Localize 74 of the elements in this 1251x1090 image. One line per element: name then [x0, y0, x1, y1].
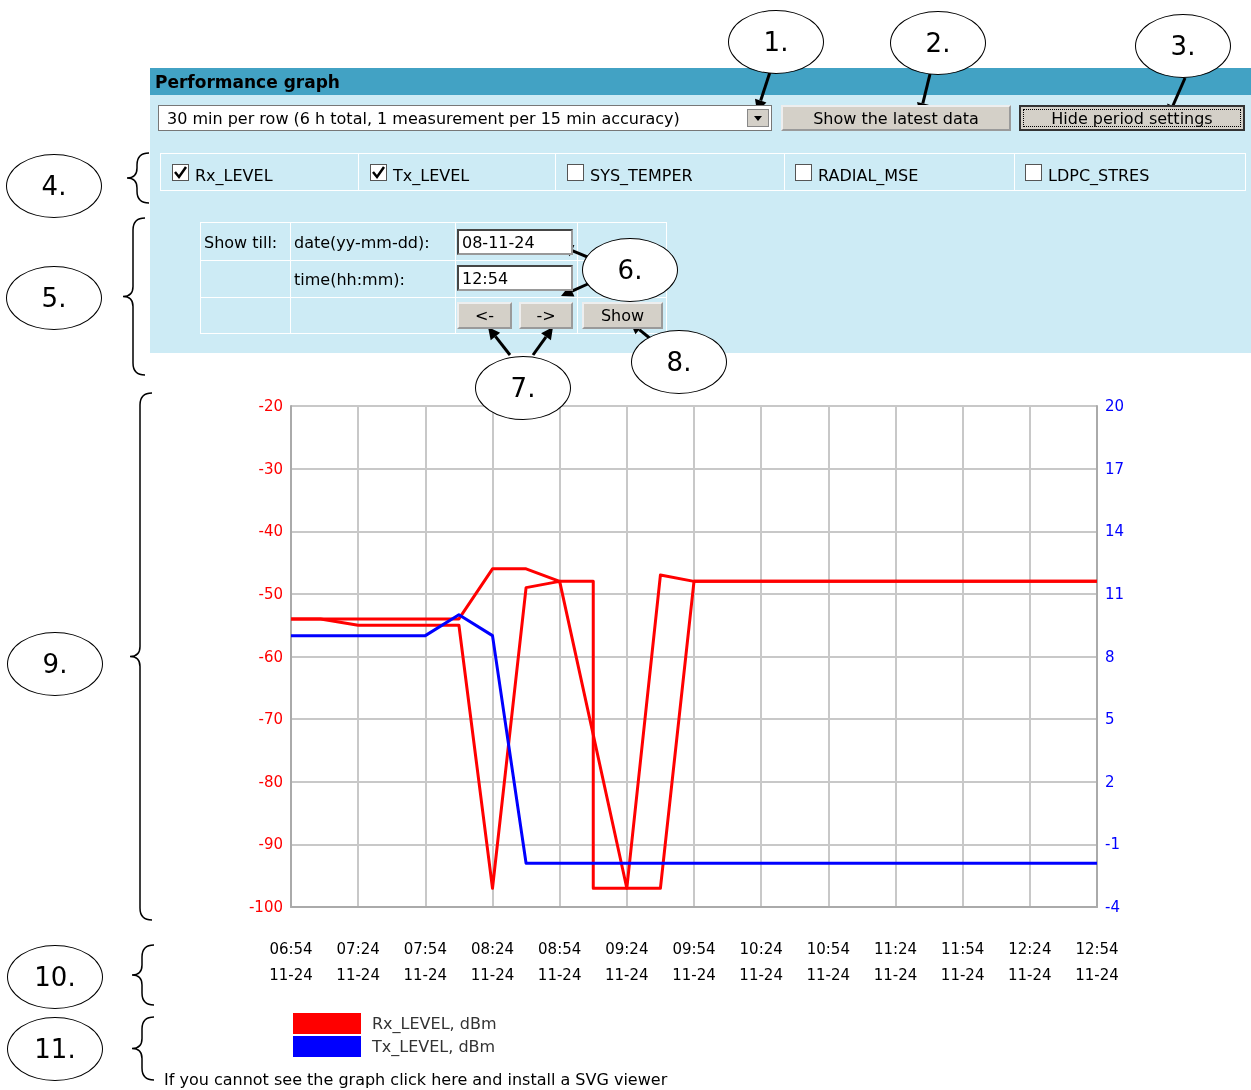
y-tick-label: -60: [258, 647, 283, 666]
numbered-callout: 8.: [631, 330, 727, 394]
text: Tx_LEVEL: [393, 165, 470, 185]
numbered-callout: 4.: [6, 154, 102, 218]
text: 11-24: [672, 965, 716, 984]
numbered-callout: 7.: [475, 356, 571, 420]
text: 11-24: [537, 965, 582, 984]
text: 11-24: [403, 965, 448, 984]
y-tick-label: -100: [248, 898, 283, 916]
x-tick-label: 07:54: [403, 939, 447, 958]
text: 11-24: [940, 965, 985, 984]
text: <-: [457, 302, 512, 329]
numbered-callout: 11.: [7, 1017, 103, 1081]
text: date(yy-mm-dd):: [294, 231, 430, 254]
text: 11-24: [806, 965, 851, 984]
y2-tick-label: 2: [1105, 772, 1115, 791]
text: Hide period settings: [1019, 105, 1245, 131]
y-tick-label: -70: [258, 710, 283, 729]
text: 11-24: [873, 965, 918, 984]
x-tick-label: 08:54: [538, 939, 582, 958]
x-tick-label: 10:54: [806, 939, 850, 958]
text: 11-24: [1008, 965, 1052, 984]
numbered-callout: 5.: [6, 266, 102, 330]
text: 12:54: [457, 265, 573, 291]
y2-tick-label: -1: [1105, 835, 1120, 854]
numbered-callout: 9.: [7, 632, 103, 696]
y2-tick-label: 5: [1105, 710, 1115, 729]
text: 30 min per row (6 h total, 1 measurement per 15 min accuracy): [167, 108, 680, 128]
chart-title: Performance graph: [150, 68, 1251, 95]
text: Show till:: [204, 231, 278, 254]
text: 11-24: [739, 965, 783, 984]
x-tick-label: 11:54: [941, 939, 985, 958]
numbered-callout: 10.: [7, 945, 103, 1009]
text: 11-24: [269, 965, 313, 984]
x-tick-label: 06:54: [269, 939, 313, 958]
x-tick-label: 10:24: [739, 939, 783, 958]
x-tick-label: 09:24: [605, 939, 649, 958]
y-tick-label: -80: [258, 772, 283, 791]
y-tick-label: -20: [258, 397, 283, 415]
text: 11-24: [470, 965, 515, 984]
text: RADIAL_MSE: [818, 165, 919, 185]
numbered-callout: 3.: [1135, 14, 1231, 78]
text: ->: [519, 302, 573, 329]
x-tick-label: 12:54: [1075, 939, 1119, 958]
x-tick-label: 09:54: [672, 939, 716, 958]
text: If you cannot see the graph click here and install a SVG viewer: [164, 1068, 668, 1090]
y-tick-label: -50: [258, 584, 283, 603]
y2-tick-label: 17: [1105, 459, 1125, 478]
y2-tick-label: 20: [1105, 397, 1125, 415]
x-tick-label: 11:24: [873, 939, 918, 958]
text: Rx_LEVEL: [195, 165, 273, 185]
text: SYS_TEMPER: [590, 165, 693, 185]
legend-label: Rx_LEVEL, dBm: [372, 1014, 497, 1034]
text: Show: [582, 302, 663, 329]
y2-tick-label: -4: [1105, 898, 1120, 916]
y-tick-label: -40: [258, 522, 283, 541]
y-tick-label: -30: [258, 459, 283, 478]
x-tick-label: 07:24: [336, 939, 380, 958]
text: LDPC_STRES: [1048, 165, 1150, 185]
y2-tick-label: 11: [1105, 584, 1125, 603]
text: 08-11-24: [457, 229, 573, 255]
legend-label: Tx_LEVEL, dBm: [371, 1037, 496, 1057]
y-tick-label: -90: [258, 835, 283, 854]
text: Show the latest data: [781, 105, 1011, 131]
numbered-callout: 1.: [728, 10, 824, 74]
text: 11-24: [605, 965, 649, 984]
numbered-callout: 2.: [890, 11, 986, 75]
text: time(hh:mm):: [294, 268, 405, 291]
x-tick-label: 08:24: [470, 939, 515, 958]
y2-tick-label: 8: [1105, 647, 1115, 666]
x-tick-label: 12:24: [1008, 939, 1052, 958]
text: 11-24: [336, 965, 380, 984]
y2-tick-label: 14: [1105, 522, 1125, 541]
text: 11-24: [1075, 965, 1119, 984]
